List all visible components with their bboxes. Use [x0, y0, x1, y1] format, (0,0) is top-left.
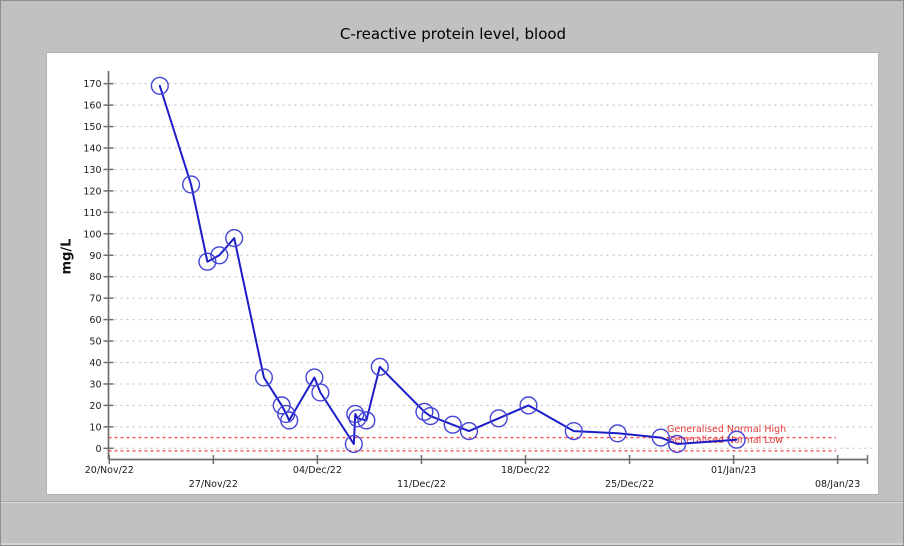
- data-point-marker: [443, 415, 462, 434]
- data-point-marker: [182, 175, 201, 194]
- data-point-marker: [415, 402, 434, 421]
- y-tick-label: 160: [83, 101, 101, 112]
- data-point-marker: [280, 411, 299, 430]
- x-tick-label: 08/Jan/23: [815, 479, 860, 490]
- data-point-marker: [272, 396, 291, 415]
- y-tick-label: 30: [89, 379, 101, 390]
- x-tick-label: 25/Dec/22: [605, 479, 654, 490]
- y-tick-label: 150: [83, 122, 101, 133]
- data-point-marker: [344, 434, 363, 454]
- x-tick-label: 01/Jan/23: [711, 465, 756, 476]
- x-tick-label: 04/Dec/22: [293, 465, 342, 476]
- x-tick-label: 20/Nov/22: [85, 465, 134, 476]
- y-tick-label: 10: [89, 422, 101, 433]
- data-point-marker: [727, 430, 746, 449]
- x-tick-labels: 20/Nov/22 27/Nov/22 04/Dec/22 11/Dec/22 18/D…: [85, 455, 860, 490]
- y-tick-label: 130: [83, 165, 101, 176]
- data-point-marker: [667, 434, 687, 454]
- y-tick-label: 70: [89, 294, 101, 305]
- data-point-marker: [348, 409, 367, 428]
- status-divider: [1, 501, 903, 503]
- series-line: [158, 84, 738, 445]
- y-tick-labels: 0 10 20 30 40 50 60 70 80 90 100 110 120 130 140 150 160…: [83, 79, 114, 455]
- data-point-marker: [519, 396, 538, 415]
- data-point-marker: [254, 368, 273, 387]
- y-tick-label: 20: [89, 401, 101, 412]
- y-tick-label: 0: [95, 444, 101, 455]
- data-point-marker: [210, 246, 229, 265]
- y-axis-label: mg/L: [59, 238, 75, 275]
- chart-panel: Generalised Normal High Generalised Norma…: [47, 53, 878, 494]
- data-point-marker: [459, 422, 479, 441]
- gridlines: [108, 83, 873, 449]
- data-point-markers: [150, 76, 746, 454]
- y-tick-label: 140: [83, 144, 101, 155]
- y-tick-label: 90: [89, 251, 101, 262]
- y-tick-label: 120: [83, 186, 101, 197]
- chart-title: C-reactive protein level, blood: [339, 25, 567, 43]
- reference-line-label: Generalised Normal High: [667, 424, 786, 435]
- data-point-marker: [651, 428, 670, 447]
- y-tick-label: 60: [89, 315, 101, 326]
- data-point-marker: [198, 252, 217, 271]
- data-point-marker: [225, 229, 244, 248]
- data-point-marker: [311, 383, 330, 402]
- data-point-marker: [357, 411, 376, 430]
- y-tick-label: 40: [89, 358, 101, 369]
- data-point-marker: [489, 409, 508, 428]
- data-point-marker: [150, 76, 169, 95]
- x-tick-label: 18/Dec/22: [501, 465, 550, 476]
- data-point-marker: [564, 422, 583, 441]
- y-tick-label: 170: [83, 79, 101, 90]
- y-tick-label: 50: [89, 337, 101, 348]
- data-point-marker: [346, 404, 365, 424]
- x-tick-label: 11/Dec/22: [397, 479, 446, 490]
- window-bottom-edge: [1, 543, 903, 545]
- axes: [107, 71, 869, 464]
- crp-series: [158, 84, 738, 445]
- data-point-marker: [421, 407, 440, 426]
- x-tick-label: 27/Nov/22: [189, 479, 238, 490]
- y-tick-label: 100: [83, 229, 101, 240]
- data-point-marker: [370, 357, 389, 376]
- y-tick-label: 80: [89, 272, 101, 283]
- y-tick-label: 110: [83, 208, 101, 219]
- data-point-marker: [608, 424, 627, 443]
